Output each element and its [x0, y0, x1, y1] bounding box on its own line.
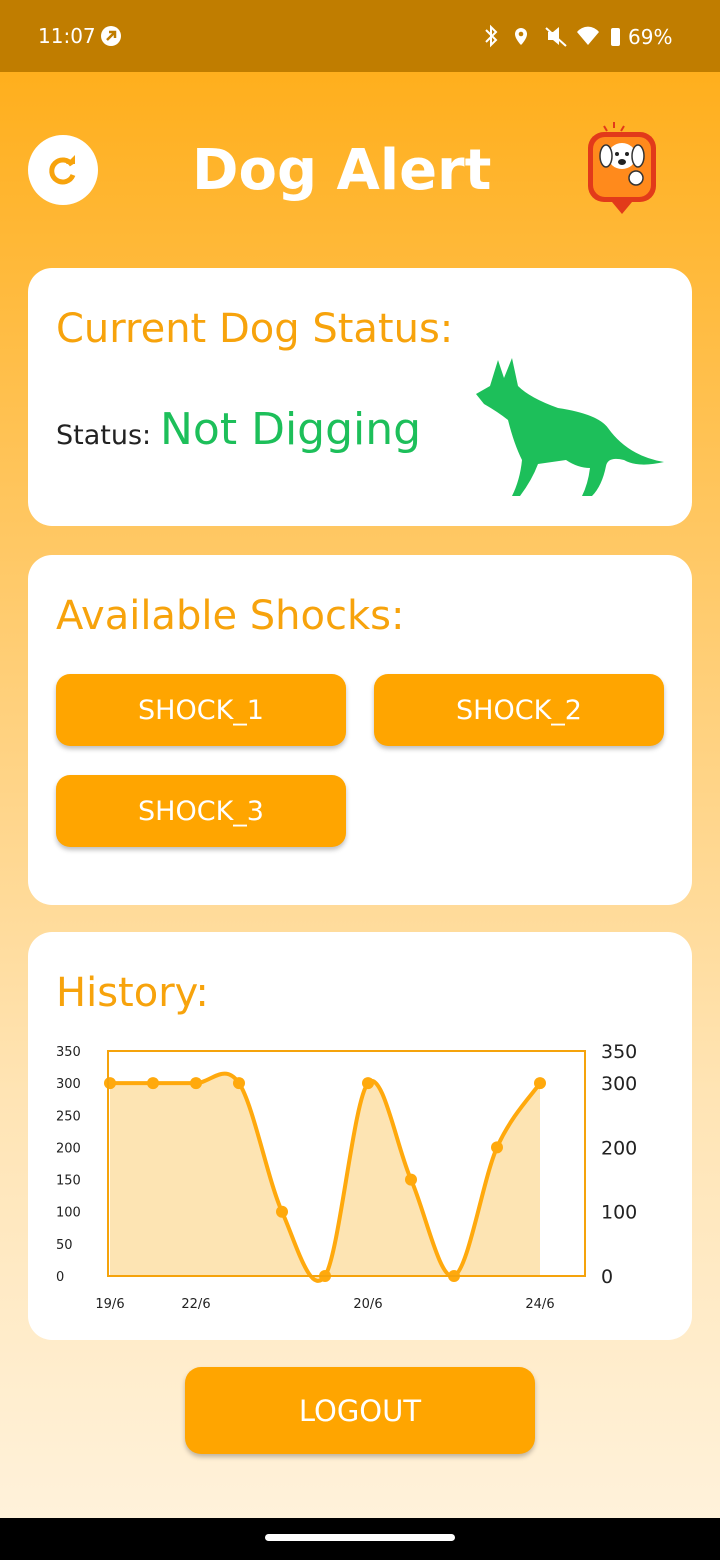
- x-tick-label: 19/6: [95, 1297, 124, 1312]
- y2-tick-label: 300: [601, 1073, 637, 1095]
- point: [276, 1205, 288, 1218]
- logo: [588, 122, 656, 214]
- shock-button[interactable]: SHOCK_3: [56, 775, 346, 847]
- shock-button[interactable]: SHOCK_1: [56, 674, 346, 746]
- status-label: Status:: [56, 420, 152, 451]
- y-tick-label: 350: [56, 1045, 81, 1060]
- status-card: Current Dog Status: Status: Not Digging: [28, 268, 692, 526]
- card-title: Current Dog Status:: [56, 306, 454, 352]
- y-tick-label: 100: [56, 1206, 81, 1221]
- point: [147, 1077, 159, 1090]
- dog-silhouette: [476, 358, 664, 496]
- shock-button[interactable]: SHOCK_2: [374, 674, 664, 746]
- y-tick-label: 50: [56, 1238, 73, 1253]
- status-bar: 11:07 69%: [0, 0, 720, 72]
- point: [362, 1077, 374, 1090]
- y-tick-label: 150: [56, 1174, 81, 1189]
- card-title: Available Shocks:: [56, 593, 405, 639]
- status-icons: [485, 24, 620, 48]
- card-title: History:: [56, 970, 209, 1016]
- status-value: Not Digging: [160, 404, 422, 455]
- point: [491, 1141, 503, 1154]
- home-indicator: [265, 1534, 455, 1541]
- y-tick-label: 300: [56, 1077, 81, 1092]
- x-tick-label: 20/6: [353, 1297, 382, 1312]
- x-tick-label: 24/6: [525, 1297, 554, 1312]
- y2-tick-label: 200: [601, 1137, 637, 1159]
- point: [190, 1077, 202, 1090]
- point: [405, 1173, 417, 1186]
- history-card: History: 0 50 100 150 200 250 300 350 0 100 200 300…: [28, 932, 692, 1340]
- x-tick-label: 22/6: [181, 1297, 210, 1312]
- y2-tick-label: 0: [601, 1266, 613, 1288]
- y-tick-label: 200: [56, 1141, 81, 1156]
- logout-button[interactable]: LOGOUT: [185, 1367, 535, 1454]
- clock: 11:07: [38, 24, 96, 48]
- point: [104, 1077, 116, 1090]
- battery-level: 69%: [628, 25, 673, 49]
- y-tick-label: 250: [56, 1109, 81, 1124]
- point: [534, 1077, 546, 1090]
- app-icon: [101, 26, 121, 46]
- y2-tick-label: 350: [601, 1041, 637, 1063]
- shocks-card: Available Shocks: SHOCK_1 SHOCK_2 SHOCK_…: [28, 555, 692, 905]
- history-chart: 0 50 100 150 200 250 300 350 0 100 200 300 350 19/6 22…: [56, 1041, 637, 1312]
- app-title: Dog Alert: [192, 138, 492, 203]
- refresh-button[interactable]: [28, 135, 98, 205]
- plot-frame: [107, 1050, 586, 1277]
- point: [233, 1077, 245, 1090]
- y-tick-label: 0: [56, 1270, 64, 1285]
- y2-tick-label: 100: [601, 1202, 637, 1224]
- nav-bar: [0, 1518, 720, 1560]
- area: [110, 1073, 540, 1281]
